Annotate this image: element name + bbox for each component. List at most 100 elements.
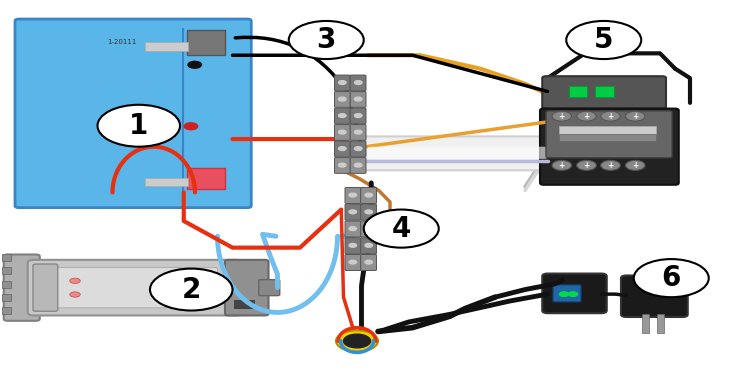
Text: +: + (632, 161, 638, 170)
Bar (642, 314, 649, 333)
Circle shape (70, 278, 80, 283)
FancyBboxPatch shape (361, 221, 376, 237)
FancyBboxPatch shape (334, 141, 350, 157)
Bar (145, 178, 188, 186)
Circle shape (355, 130, 362, 134)
FancyBboxPatch shape (28, 260, 242, 315)
Circle shape (349, 243, 356, 247)
Circle shape (577, 111, 596, 121)
Text: 4: 4 (392, 215, 411, 243)
Bar (2, 267, 10, 274)
Bar (568, 86, 587, 97)
Bar (234, 300, 255, 309)
Circle shape (568, 292, 578, 296)
Circle shape (355, 97, 362, 101)
FancyBboxPatch shape (357, 136, 559, 170)
FancyBboxPatch shape (345, 187, 361, 203)
FancyBboxPatch shape (621, 275, 688, 317)
FancyBboxPatch shape (350, 75, 366, 91)
Circle shape (355, 163, 362, 167)
Circle shape (338, 163, 346, 167)
FancyBboxPatch shape (345, 238, 361, 254)
FancyBboxPatch shape (33, 264, 58, 311)
Circle shape (634, 259, 709, 297)
Circle shape (552, 111, 572, 121)
Bar (2, 254, 10, 261)
FancyBboxPatch shape (15, 19, 251, 208)
Circle shape (355, 114, 362, 117)
FancyBboxPatch shape (540, 109, 679, 185)
Circle shape (364, 210, 439, 248)
FancyBboxPatch shape (350, 141, 366, 157)
FancyBboxPatch shape (546, 111, 672, 158)
FancyBboxPatch shape (553, 285, 581, 302)
Circle shape (349, 210, 356, 214)
Text: +: + (559, 161, 565, 170)
FancyBboxPatch shape (361, 187, 376, 203)
FancyBboxPatch shape (350, 125, 366, 140)
FancyBboxPatch shape (4, 255, 40, 321)
Circle shape (355, 147, 362, 150)
FancyBboxPatch shape (350, 91, 366, 107)
Bar (188, 30, 225, 55)
FancyBboxPatch shape (259, 280, 280, 296)
Circle shape (338, 81, 346, 85)
Text: +: + (608, 112, 613, 121)
Circle shape (184, 123, 198, 130)
Circle shape (601, 160, 620, 170)
Text: 1: 1 (129, 112, 149, 140)
FancyBboxPatch shape (361, 238, 376, 254)
FancyBboxPatch shape (361, 204, 376, 220)
FancyBboxPatch shape (334, 75, 350, 91)
Circle shape (626, 160, 645, 170)
Text: +: + (608, 161, 613, 170)
Circle shape (365, 193, 373, 197)
FancyBboxPatch shape (350, 108, 366, 124)
FancyBboxPatch shape (542, 76, 666, 109)
Circle shape (365, 227, 373, 231)
FancyBboxPatch shape (225, 260, 268, 315)
Circle shape (365, 243, 373, 247)
Circle shape (577, 160, 596, 170)
Circle shape (349, 260, 356, 264)
Circle shape (365, 260, 373, 264)
FancyBboxPatch shape (334, 125, 350, 140)
Circle shape (338, 147, 346, 150)
Text: +: + (584, 112, 590, 121)
Text: +: + (632, 112, 638, 121)
Circle shape (70, 292, 80, 297)
Circle shape (355, 81, 362, 85)
Circle shape (336, 330, 378, 352)
FancyBboxPatch shape (334, 158, 350, 173)
Text: 6: 6 (662, 264, 681, 292)
Circle shape (344, 334, 370, 348)
Circle shape (349, 193, 356, 197)
Text: +: + (584, 161, 590, 170)
FancyBboxPatch shape (350, 158, 366, 173)
Text: 5: 5 (594, 26, 613, 54)
FancyBboxPatch shape (345, 204, 361, 220)
Circle shape (289, 21, 364, 59)
Bar (2, 294, 10, 301)
FancyBboxPatch shape (361, 255, 376, 271)
Circle shape (552, 160, 572, 170)
FancyBboxPatch shape (345, 221, 361, 237)
Circle shape (150, 269, 232, 311)
Bar (145, 42, 188, 51)
FancyBboxPatch shape (334, 108, 350, 124)
Bar (2, 307, 10, 314)
Circle shape (98, 105, 180, 147)
Circle shape (601, 111, 620, 121)
Circle shape (560, 292, 568, 296)
Text: 1-20111: 1-20111 (107, 39, 136, 45)
FancyBboxPatch shape (542, 274, 607, 313)
Text: +: + (559, 112, 565, 121)
Text: 3: 3 (316, 26, 336, 54)
Circle shape (626, 111, 645, 121)
Bar (559, 126, 656, 134)
Circle shape (338, 114, 346, 117)
FancyBboxPatch shape (368, 147, 548, 159)
Circle shape (349, 227, 356, 231)
Bar (188, 168, 225, 189)
Text: 2: 2 (182, 275, 201, 304)
